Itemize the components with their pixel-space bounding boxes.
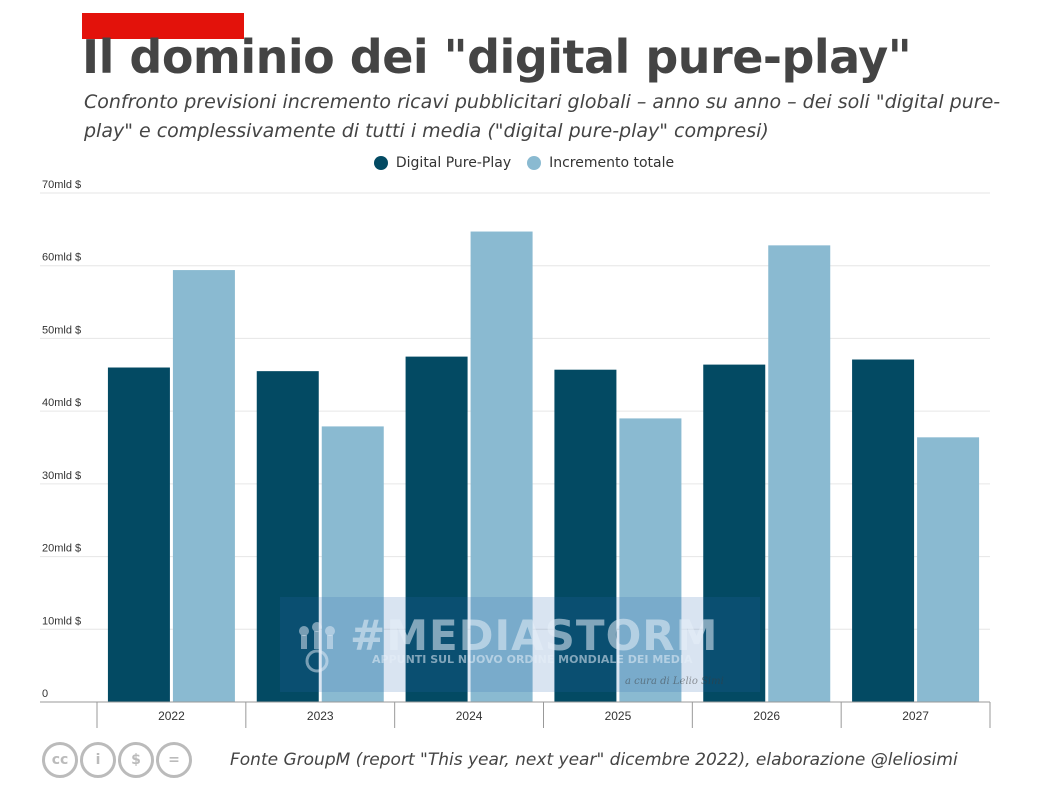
- bar-chart: 0 10mld $ 20mld $ 30mld $ 40mld $ 50mld $ 60ml…: [40, 179, 991, 728]
- chart-legend: Digital Pure-Play Incremento totale: [0, 155, 1048, 171]
- bar-incremento-totale-2022: [172, 270, 235, 702]
- y-tick-label: 60mld $: [42, 252, 81, 264]
- source-note: Fonte GroupM (report "This year, next ye…: [230, 750, 958, 770]
- watermark-title: #MEDIASTORM: [350, 611, 719, 660]
- bar-digital-pure-play-2025: [554, 369, 617, 702]
- nc-icon: $: [118, 742, 154, 778]
- bar-incremento-totale-2027: [917, 437, 980, 702]
- by-icon: i: [80, 742, 116, 778]
- cc-icon: cc: [42, 742, 78, 778]
- y-tick-label: 30mld $: [42, 470, 81, 482]
- x-tick-label: 2023: [307, 709, 334, 723]
- bar-digital-pure-play-2024: [405, 356, 468, 702]
- bar-digital-pure-play-2026: [703, 364, 766, 702]
- chess-emblem-icon: [299, 622, 335, 673]
- y-tick-label: 70mld $: [42, 179, 81, 191]
- legend-label-totale: Incremento totale: [549, 155, 675, 171]
- x-tick-label: 2026: [753, 709, 780, 723]
- legend-label-digital: Digital Pure-Play: [395, 155, 512, 171]
- watermark-credit: a cura di Lelio Simi: [625, 676, 724, 687]
- chart-subtitle: Confronto previsioni incremento ricavi p…: [84, 91, 1001, 142]
- bar-layer: [107, 231, 980, 702]
- x-tick-label: 2027: [902, 709, 929, 723]
- x-tick-label: 2025: [605, 709, 632, 723]
- license-badges[interactable]: cc i $ =: [42, 742, 192, 778]
- nd-icon: =: [156, 742, 192, 778]
- bar-incremento-totale-2025: [619, 418, 682, 702]
- y-tick-label: 40mld $: [42, 397, 81, 409]
- y-tick-label: 20mld $: [42, 543, 81, 555]
- legend-item-totale[interactable]: Incremento totale: [527, 155, 674, 171]
- y-tick-label: 50mld $: [42, 324, 81, 336]
- legend-swatch-digital: [373, 156, 388, 170]
- footer: cc i $ = Fonte GroupM (report "This year…: [0, 738, 1048, 788]
- legend-item-digital[interactable]: Digital Pure-Play: [373, 155, 512, 171]
- x-tick-label: 2024: [456, 709, 483, 723]
- x-tick-label: 2022: [158, 709, 185, 723]
- bar-digital-pure-play-2027: [852, 359, 915, 702]
- legend-swatch-totale: [527, 156, 542, 170]
- title-accent-bar: [82, 13, 244, 39]
- axis-layer: 0 10mld $ 20mld $ 30mld $ 40mld $ 50mld $ 60ml…: [40, 179, 991, 728]
- bar-digital-pure-play-2022: [107, 367, 170, 702]
- y-tick-label: 0: [42, 688, 48, 700]
- y-tick-label: 10mld $: [42, 615, 81, 627]
- watermark: #MEDIASTORM APPUNTI SUL NUOVO ORDINE MON…: [280, 597, 760, 692]
- bar-incremento-totale-2024: [470, 231, 533, 702]
- watermark-subtitle: APPUNTI SUL NUOVO ORDINE MONDIALE DEI ME…: [372, 653, 693, 666]
- bar-incremento-totale-2023: [321, 426, 384, 702]
- chart-title: Il dominio dei "digital pure-play": [82, 30, 912, 84]
- bar-digital-pure-play-2023: [256, 371, 319, 702]
- bar-incremento-totale-2026: [768, 245, 831, 702]
